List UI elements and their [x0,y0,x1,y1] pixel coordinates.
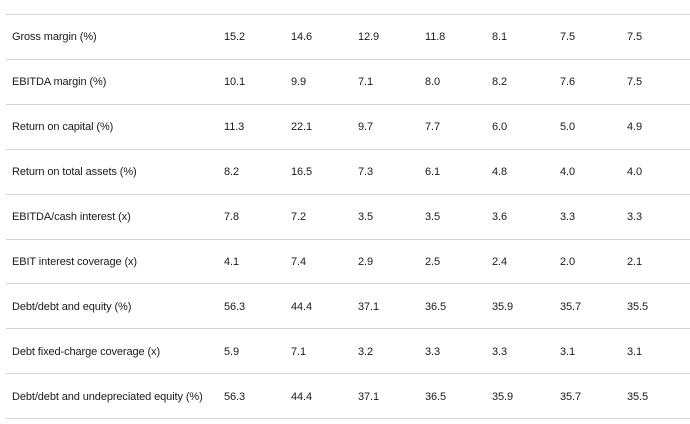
cell-value: 8.2 [492,76,507,89]
row-divider [6,14,690,15]
cell-value: 6.0 [492,121,507,134]
row-label: Return on capital (%) [12,121,114,134]
cell-value: 2.0 [560,255,575,268]
cell-value: 35.9 [492,390,514,403]
row-divider [6,103,690,105]
cell-value: 4.0 [627,166,642,179]
cell-value: 7.6 [560,76,575,89]
row-divider [6,148,690,150]
cell-value: 9.9 [291,76,306,89]
cell-value: 4.0 [560,166,575,179]
cell-value: 7.1 [291,345,306,358]
cell-value: 7.7 [425,121,440,134]
row-divider [6,373,690,375]
cell-value: 3.2 [358,345,373,358]
cell-value: 2.9 [358,255,373,268]
row-label: Debt fixed-charge coverage (x) [12,345,161,358]
cell-value: 15.2 [224,31,246,44]
cell-value: 3.1 [627,345,642,358]
cell-value: 10.1 [224,76,246,89]
cell-value: 7.3 [358,166,373,179]
cell-value: 5.0 [560,121,575,134]
cell-value: 8.0 [425,76,440,89]
cell-value: 4.8 [492,166,507,179]
cell-value: 8.1 [492,31,507,44]
row-label: EBIT interest coverage (x) [12,255,137,268]
cell-value: 3.3 [627,211,642,224]
cell-value: 12.9 [358,31,380,44]
row-divider [6,58,690,60]
cell-value: 7.1 [358,76,373,89]
row-divider [6,283,690,285]
cell-value: 4.1 [224,255,239,268]
cell-value: 7.8 [224,211,239,224]
row-label: EBITDA/cash interest (x) [12,211,131,224]
row-label: EBITDA margin (%) [12,76,107,89]
cell-value: 4.9 [627,121,642,134]
cell-value: 8.2 [224,166,239,179]
cell-value: 11.8 [425,31,446,44]
cell-value: 5.9 [224,345,239,358]
cell-value: 7.5 [560,31,575,44]
cell-value: 3.5 [425,211,440,224]
cell-value: 2.1 [627,255,642,268]
cell-value: 2.5 [425,255,440,268]
cell-value: 9.7 [358,121,373,134]
cell-value: 11.3 [224,121,245,134]
row-label: Gross margin (%) [12,31,97,44]
cell-value: 6.1 [425,166,440,179]
cell-value: 7.5 [627,76,642,89]
cell-value: 3.5 [358,211,373,224]
cell-value: 35.5 [627,390,649,403]
row-label: Debt/debt and undepreciated equity (%) [12,390,203,403]
cell-value: 36.5 [425,300,447,313]
cell-value: 37.1 [358,300,380,313]
cell-value: 35.9 [492,300,514,313]
cell-value: 35.5 [627,300,649,313]
cell-value: 35.7 [560,300,582,313]
cell-value: 7.5 [627,31,642,44]
cell-value: 3.3 [425,345,440,358]
cell-value: 7.2 [291,211,306,224]
row-divider [6,418,690,420]
cell-value: 3.6 [492,211,507,224]
cell-value: 3.1 [560,345,575,358]
row-divider [6,328,690,330]
cell-value: 44.4 [291,300,313,313]
cell-value: 22.1 [291,121,313,134]
row-divider [6,193,690,195]
row-label: Debt/debt and equity (%) [12,300,132,313]
cell-value: 56.3 [224,390,246,403]
cell-value: 37.1 [358,390,380,403]
cell-value: 16.5 [291,166,313,179]
cell-value: 44.4 [291,390,313,403]
cell-value: 56.3 [224,300,246,313]
row-divider [6,238,690,240]
cell-value: 2.4 [492,255,507,268]
cell-value: 36.5 [425,390,447,403]
cell-value: 3.3 [560,211,575,224]
cell-value: 3.3 [492,345,507,358]
cell-value: 7.4 [291,255,306,268]
cell-value: 14.6 [291,31,313,44]
row-label: Return on total assets (%) [12,166,137,179]
cell-value: 35.7 [560,390,582,403]
